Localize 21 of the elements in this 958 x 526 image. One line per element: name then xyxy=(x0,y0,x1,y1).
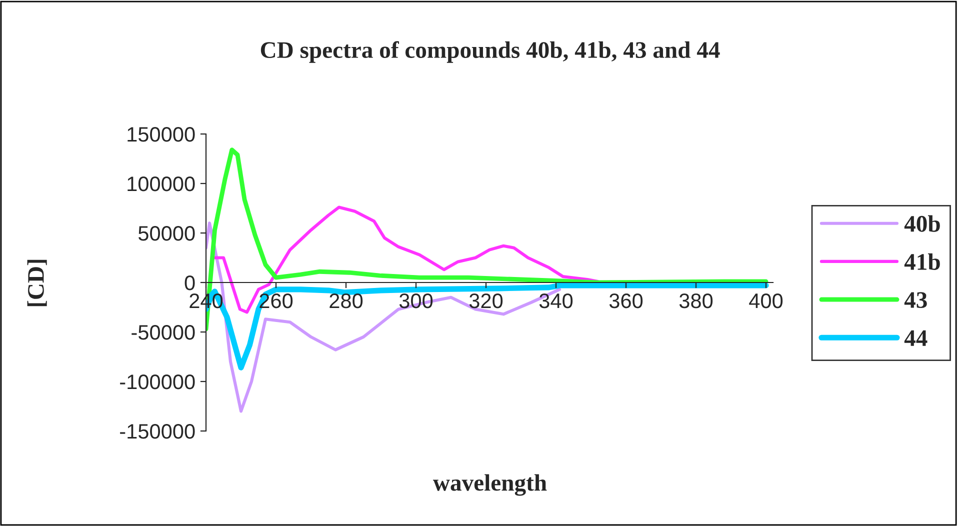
x-tick-label: 320 xyxy=(469,293,503,308)
x-tick-label: 340 xyxy=(539,293,573,308)
legend-label: 43 xyxy=(904,292,927,308)
y-tick-label: 100000 xyxy=(128,176,195,192)
y-tick-label: -50000 xyxy=(132,325,195,340)
x-tick-label: 400 xyxy=(749,293,783,308)
legend-label: 40b xyxy=(904,215,940,232)
x-tick-label: 280 xyxy=(330,293,363,308)
y-tick-label: 0 xyxy=(184,276,195,290)
y-tick-label: -100000 xyxy=(120,374,195,390)
legend-label: 44 xyxy=(904,330,928,346)
x-tick-label: 300 xyxy=(399,293,433,308)
legend-label: 41b xyxy=(904,253,940,270)
x-axis-title: wavelength xyxy=(433,474,547,496)
y-tick-label: 150000 xyxy=(128,127,195,142)
y-axis-title: [CD] xyxy=(27,260,47,306)
x-tick-label: 380 xyxy=(679,293,713,308)
y-tick-label: 50000 xyxy=(138,226,195,241)
y-tick-label: -150000 xyxy=(120,424,195,439)
x-tick-label: 360 xyxy=(609,293,643,308)
chart-title: CD spectra of compounds 40b, 41b, 43 and 44 xyxy=(260,41,720,63)
